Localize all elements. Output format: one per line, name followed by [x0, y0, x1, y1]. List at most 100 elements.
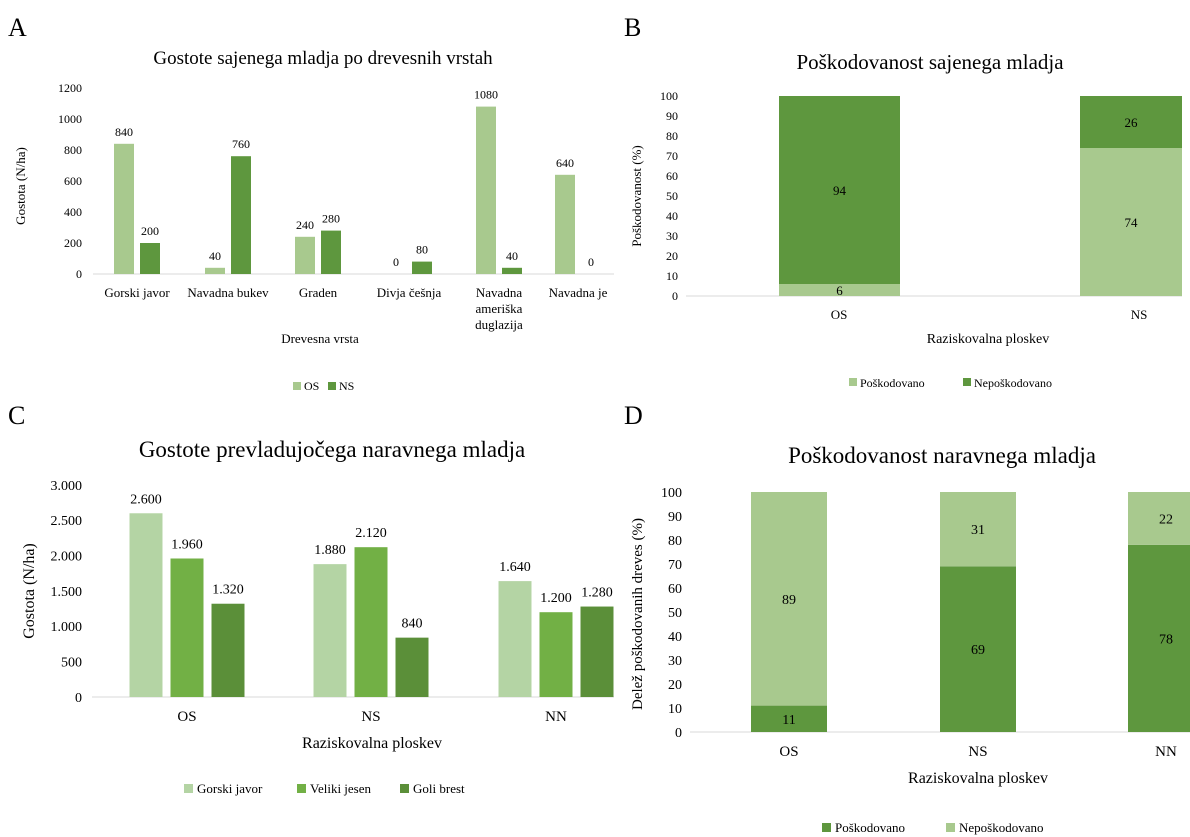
bar-os	[555, 175, 575, 274]
legend-label: Goli brest	[413, 781, 465, 796]
bar-os	[114, 144, 134, 274]
panel-a: A Gostote sajenega mladja po drevesnih v…	[8, 13, 614, 393]
legend-label: OS	[304, 379, 319, 393]
category-label: NS	[968, 744, 987, 760]
category-label-line: duglazija	[475, 317, 523, 332]
data-label: 240	[296, 218, 314, 232]
legend-swatch	[184, 784, 193, 793]
category-label-line: ameriška	[476, 301, 523, 316]
ytick-label: 20	[668, 678, 682, 693]
legend-swatch	[822, 823, 831, 832]
data-label: 840	[115, 125, 133, 139]
panel-b: B Poškodovanost sajenega mladja Poškodov…	[624, 13, 1182, 390]
category-label: Divja češnja	[377, 285, 442, 300]
category-label: NS	[361, 709, 380, 725]
panel-d-legend: Poškodovano Nepoškodovano	[822, 820, 1044, 835]
ytick-label: 40	[668, 630, 682, 645]
ytick-label: 10	[666, 269, 678, 283]
legend-swatch	[328, 382, 336, 390]
data-label: 640	[556, 156, 574, 170]
ytick-label: 200	[64, 236, 82, 250]
panel-c-ylabel: Gostota (N/ha)	[21, 543, 38, 639]
ytick-label: 1000	[58, 112, 82, 126]
ytick-label: 70	[668, 558, 682, 573]
bar-series	[314, 564, 347, 697]
panel-c: C Gostote prevladujočega naravnega mladj…	[8, 401, 614, 796]
category-label: OS	[831, 307, 848, 322]
ytick-label: 2.500	[51, 514, 83, 529]
panel-b-letter: B	[624, 13, 641, 42]
bar-os	[295, 237, 315, 274]
ytick-label: 20	[666, 249, 678, 263]
ytick-label: 1.500	[51, 585, 83, 600]
category-label: NN	[1155, 744, 1177, 760]
data-label: 11	[782, 713, 795, 728]
ytick-label: 30	[668, 654, 682, 669]
data-label: 31	[971, 523, 985, 538]
panel-b-title: Poškodovanost sajenega mladja	[796, 50, 1064, 74]
ytick-label: 60	[666, 169, 678, 183]
bar-os	[476, 107, 496, 274]
panel-d-yticks: 0 10 20 30 40 50 60 70 80 90 100	[661, 486, 682, 741]
ytick-label: 50	[666, 189, 678, 203]
panel-b-ylabel: Poškodovanost (%)	[629, 145, 644, 246]
data-label: 1.280	[581, 586, 613, 601]
panel-a-data-labels: 840 40 240 0 1080 640 200 760 280 80 40 …	[115, 88, 594, 269]
ytick-label: 80	[666, 129, 678, 143]
data-label: 74	[1125, 215, 1139, 230]
legend-swatch	[849, 378, 857, 386]
ytick-label: 80	[668, 534, 682, 549]
panel-d-xlabel: Raziskovalna ploskev	[908, 770, 1048, 787]
ytick-label: 3.000	[51, 479, 83, 494]
panel-d-title: Poškodovanost naravnega mladja	[788, 443, 1096, 468]
ytick-label: 600	[64, 174, 82, 188]
panel-a-letter: A	[8, 13, 27, 42]
data-label: 22	[1159, 512, 1173, 527]
data-label: 2.120	[355, 526, 387, 541]
data-label: 6	[836, 283, 843, 298]
legend-swatch	[297, 784, 306, 793]
ytick-label: 70	[666, 149, 678, 163]
category-label-line: Navadna	[476, 285, 522, 300]
ytick-label: 90	[668, 510, 682, 525]
bar-series	[130, 513, 163, 697]
ytick-label: 1.000	[51, 620, 83, 635]
data-label: 1.320	[212, 583, 244, 598]
legend-swatch	[946, 823, 955, 832]
ytick-label: 60	[668, 582, 682, 597]
data-label: 94	[833, 183, 847, 198]
ytick-label: 500	[61, 656, 82, 671]
panel-a-yticks: 0 200 400 600 800 1000 1200	[58, 81, 82, 281]
legend-label: Nepoškodovano	[974, 376, 1052, 390]
legend-label: NS	[339, 379, 354, 393]
panel-d-category-labels: OS NS NN	[779, 744, 1177, 760]
data-label: 280	[322, 212, 340, 226]
ytick-label: 30	[666, 229, 678, 243]
bar-series	[212, 604, 245, 697]
ytick-label: 800	[64, 143, 82, 157]
data-label: 80	[416, 243, 428, 257]
legend-swatch	[963, 378, 971, 386]
data-label: 1080	[474, 88, 498, 102]
data-label: 40	[209, 249, 221, 263]
ytick-label: 10	[668, 702, 682, 717]
panel-d-letter: D	[624, 401, 643, 430]
data-label: 840	[402, 617, 423, 632]
data-label: 760	[232, 137, 250, 151]
panel-c-xlabel: Raziskovalna ploskev	[302, 735, 442, 752]
bar-ns	[231, 156, 251, 274]
legend-label: Poškodovano	[860, 376, 925, 390]
bar-os	[205, 268, 225, 274]
category-label: Navadna je	[549, 285, 608, 300]
category-label: OS	[779, 744, 798, 760]
panel-c-legend: Gorski javor Veliki jesen Goli brest	[184, 781, 465, 796]
panel-b-xlabel: Raziskovalna ploskev	[927, 332, 1049, 347]
data-label: 1.640	[499, 560, 531, 575]
data-label: 89	[782, 593, 796, 608]
bar-ns	[321, 231, 341, 274]
panel-a-legend: OS NS	[293, 379, 354, 393]
ytick-label: 2.000	[51, 550, 83, 565]
panel-c-letter: C	[8, 401, 25, 430]
category-label: NN	[545, 709, 567, 725]
legend-label: Poškodovano	[835, 820, 905, 835]
